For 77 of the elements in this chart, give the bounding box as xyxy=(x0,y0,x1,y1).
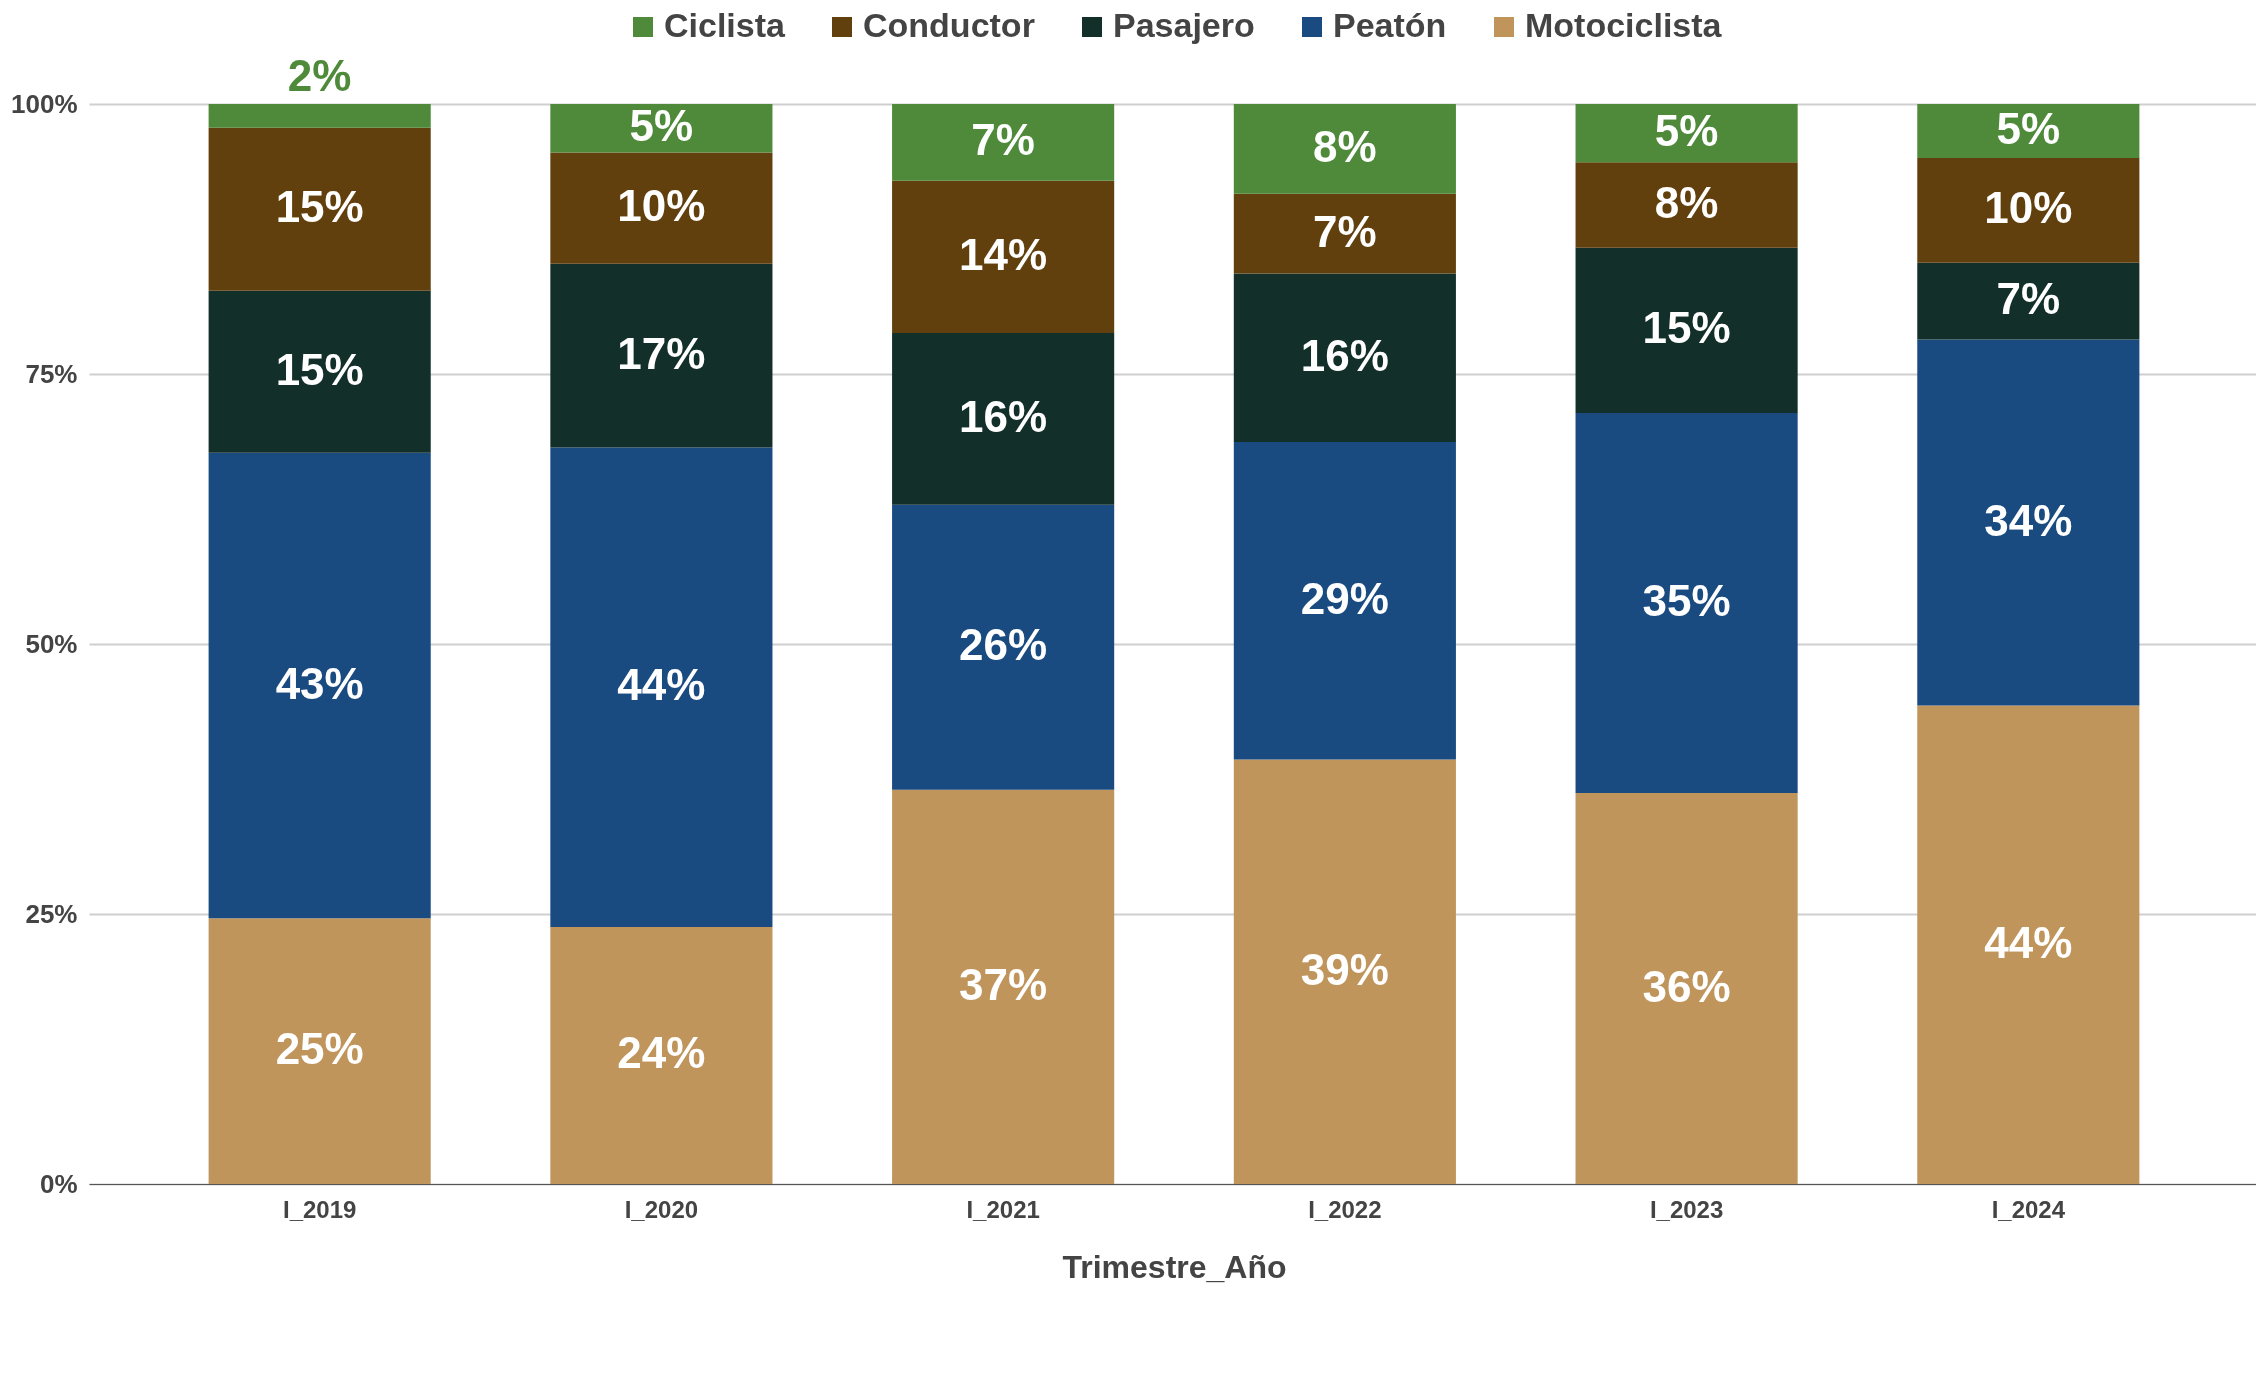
data-label: 8% xyxy=(1313,121,1377,171)
bar xyxy=(550,926,773,1184)
data-label: 15% xyxy=(275,182,364,232)
data-label: 5% xyxy=(1654,106,1719,156)
data-label: 34% xyxy=(1984,495,2073,545)
data-label: 37% xyxy=(959,959,1048,1009)
data-label: 7% xyxy=(1313,206,1377,256)
bar xyxy=(1575,247,1798,413)
bar xyxy=(892,332,1115,505)
data-label: 7% xyxy=(1996,274,2061,324)
data-label: 25% xyxy=(275,1024,364,1074)
bar xyxy=(892,504,1115,790)
y-tick-label: 50% xyxy=(25,628,78,659)
data-label: 16% xyxy=(1300,330,1389,380)
data-label: 39% xyxy=(1300,944,1389,994)
bar xyxy=(208,452,431,919)
bar xyxy=(1917,705,2140,1184)
bar xyxy=(1575,412,1798,794)
x-axis-title: Trimestre_Año xyxy=(1062,1248,1287,1285)
data-label: 36% xyxy=(1642,961,1731,1011)
legend-label: Peatón xyxy=(1333,6,1447,44)
data-label: 15% xyxy=(1642,303,1731,353)
bar xyxy=(550,447,773,927)
y-tick-label: 100% xyxy=(11,88,78,119)
legend-label: Conductor xyxy=(863,6,1035,44)
data-label: 2% xyxy=(287,51,352,100)
bar xyxy=(1917,339,2140,706)
legend-label: Ciclista xyxy=(664,6,787,44)
bar xyxy=(550,263,773,448)
bar xyxy=(892,180,1115,333)
y-tick-label: 25% xyxy=(25,898,78,929)
data-label: 16% xyxy=(959,391,1048,441)
bar xyxy=(208,290,431,453)
legend-label: Pasajero xyxy=(1113,6,1255,44)
data-label: 24% xyxy=(617,1028,706,1078)
data-label: 8% xyxy=(1654,177,1719,227)
bar xyxy=(892,789,1115,1184)
data-label: 44% xyxy=(1984,917,2073,967)
bar xyxy=(1233,759,1456,1184)
data-label: 10% xyxy=(617,181,706,231)
data-label: 26% xyxy=(959,620,1048,670)
x-tick-label: I_2019 xyxy=(282,1195,357,1223)
bar xyxy=(892,104,1115,181)
x-tick-label: I_2024 xyxy=(1991,1195,2066,1223)
data-label: 35% xyxy=(1642,575,1731,625)
y-tick-label: 75% xyxy=(25,358,78,389)
data-label: 10% xyxy=(1984,183,2073,233)
bar xyxy=(1917,262,2140,340)
bar xyxy=(208,918,431,1184)
x-tick-label: I_2023 xyxy=(1649,1195,1724,1223)
bar xyxy=(1575,104,1798,163)
bar xyxy=(1917,104,2140,158)
bar xyxy=(550,152,773,264)
data-label: 17% xyxy=(617,328,706,378)
bar xyxy=(208,104,431,128)
bar xyxy=(1233,104,1456,194)
legend-label: Motociclista xyxy=(1525,6,1723,44)
bar xyxy=(1917,158,2140,263)
data-label: 15% xyxy=(275,344,364,394)
x-tick-label: I_2021 xyxy=(966,1195,1040,1223)
data-label: 7% xyxy=(971,115,1035,165)
data-label: 5% xyxy=(1996,104,2061,153)
bar xyxy=(1233,193,1456,274)
data-label: 14% xyxy=(959,229,1048,279)
bar xyxy=(1575,793,1798,1184)
bar xyxy=(1233,273,1456,443)
bar xyxy=(550,104,773,153)
data-label: 5% xyxy=(629,101,694,151)
data-label: 44% xyxy=(617,660,706,710)
y-tick-label: 0% xyxy=(39,1168,78,1199)
x-tick-label: I_2020 xyxy=(624,1195,699,1223)
bar xyxy=(1233,442,1456,760)
bar xyxy=(1575,162,1798,248)
data-label: 29% xyxy=(1300,573,1389,623)
x-tick-label: I_2022 xyxy=(1308,1195,1382,1223)
bar xyxy=(208,127,431,291)
data-label: 43% xyxy=(275,658,364,708)
